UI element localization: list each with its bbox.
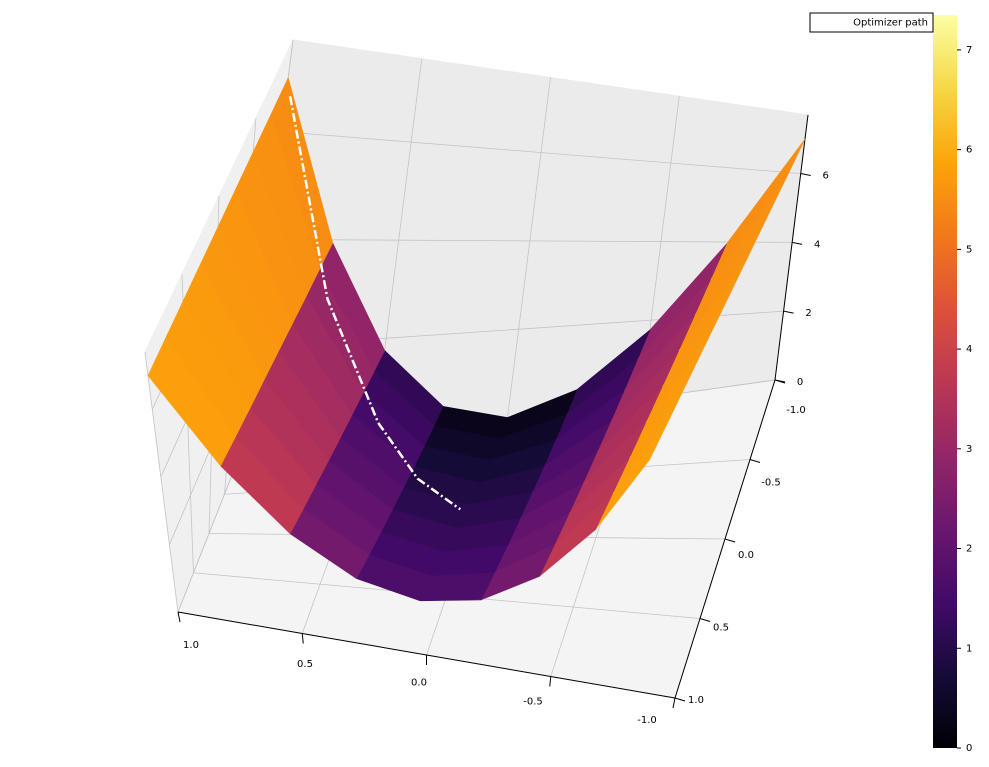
- tick-mark: [301, 633, 304, 644]
- x-tick-label: 1.0: [183, 640, 199, 651]
- colorbar-tick-label: 2: [966, 544, 972, 555]
- colorbar-tick-label: 3: [966, 444, 972, 455]
- tick-mark: [549, 676, 552, 687]
- overlay: 1.0 0.5 0.0 -0.5 -1.0 -1.0 -0.5 0.0 0.5 1.0 0 2 4 6: [183, 96, 829, 726]
- y-tick-label: 0.0: [738, 550, 754, 561]
- tick-mark: [674, 697, 686, 702]
- tick-mark: [792, 241, 803, 245]
- colorbar-tick-label: 0: [966, 743, 972, 754]
- colorbar-tick-label: 4: [966, 344, 972, 355]
- tick-mark: [783, 310, 794, 314]
- grid-line: [507, 77, 551, 418]
- z-axis-line: [774, 114, 809, 381]
- surface: [147, 77, 806, 602]
- y-tick-label: 0.5: [713, 623, 729, 634]
- colorbar-tick-label: 1: [966, 643, 972, 654]
- colorbar-tick-label: 6: [966, 145, 972, 156]
- axes: [177, 114, 811, 709]
- y-tick-label: 1.0: [688, 695, 704, 706]
- tick-mark: [774, 379, 786, 383]
- x-tick-label: 0.0: [411, 678, 427, 689]
- y-tick-label: -0.5: [761, 478, 781, 489]
- colorbar-axis: 0 1 2 3 4 5 6 7: [957, 45, 972, 754]
- tick-mark: [800, 173, 811, 176]
- colorbar-tick-label: 7: [966, 45, 972, 56]
- x-tick-label: 0.5: [297, 659, 313, 670]
- optimizer-path: [288, 96, 462, 511]
- z-tick-label: 0: [797, 377, 803, 388]
- grid-line: [281, 131, 801, 174]
- tick-mark: [177, 611, 181, 623]
- grid-line: [144, 351, 179, 613]
- colorbar-tick-label: 5: [966, 244, 972, 255]
- x-tick-label: -0.5: [523, 696, 543, 707]
- surface-face: [147, 338, 236, 467]
- tick-mark: [672, 697, 676, 709]
- colorbar: [933, 15, 957, 748]
- x-tick-label: -1.0: [637, 715, 657, 726]
- legend-box: [809, 12, 934, 33]
- y-tick-label: -1.0: [786, 405, 806, 416]
- z-tick-label: 4: [814, 239, 820, 250]
- tick-mark: [724, 538, 736, 543]
- z-tick-label: 2: [805, 308, 811, 319]
- legend-label: Optimizer path: [853, 18, 928, 29]
- z-tick-label: 6: [823, 171, 829, 182]
- tick-mark: [749, 459, 761, 463]
- tick-mark: [699, 618, 711, 622]
- grid-line: [177, 454, 241, 613]
- grid-line: [267, 239, 793, 243]
